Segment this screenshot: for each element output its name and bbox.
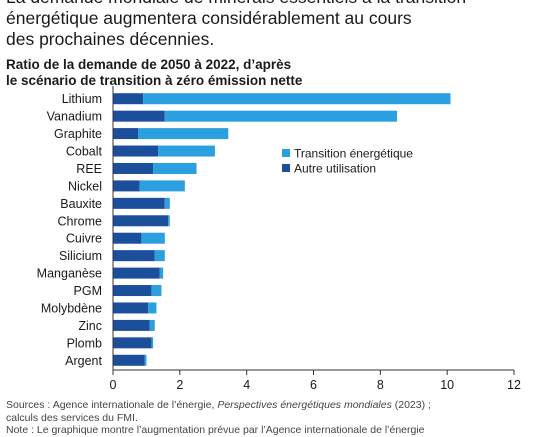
bar-transition [164,197,170,209]
intro-line: énergétique augmentera considérablement … [6,8,412,28]
sources-line-2: calculs des services du FMI. [6,411,138,424]
bar-autre [113,128,139,140]
bar-autre [113,285,152,297]
bar-autre [113,93,144,105]
x-tick-label: 6 [310,378,317,392]
bar-autre [113,302,149,314]
category-label: Plomb [67,336,102,350]
legend-swatch [282,164,290,172]
note-line: Note : Le graphique montre l’augmentatio… [6,424,425,436]
bar-transition [159,267,164,279]
bar-autre [113,354,145,366]
category-label: Silicium [59,249,102,263]
bar-autre [113,197,165,209]
legend-label: Transition énergétique [294,147,413,161]
legend-label: Autre utilisation [294,162,376,176]
category-label: Argent [65,354,102,368]
category-label: Molybdène [41,301,102,315]
bar-transition [149,319,155,331]
bar-transition [151,285,162,297]
chart-title-line: Ratio de la demande de 2050 à 2022, d’ap… [6,57,292,72]
x-tick-label: 8 [377,378,384,392]
intro-text: La demande mondiale de minerais essentie… [6,0,546,50]
category-label: Bauxite [60,197,102,211]
x-tick-label: 12 [507,378,521,392]
x-tick-label: 0 [110,378,117,392]
bar-transition [158,145,215,157]
x-tick-label: 10 [440,378,454,392]
category-label: REE [76,162,102,176]
category-label: Vanadium [47,110,102,124]
chart-title: Ratio de la demande de 2050 à 2022, d’ap… [6,57,302,89]
bar-transition [151,337,154,349]
bar-transition [153,162,197,174]
sources-prefix: Sources : Agence internationale de l’éne… [6,399,218,411]
category-label: Cobalt [66,145,103,159]
bar-autre [113,162,154,174]
bar-autre [113,180,140,192]
category-label: Graphite [54,127,102,141]
bar-autre [113,319,150,331]
sources-suffix: (2023) ; [391,399,431,411]
category-label: Manganèse [37,267,102,281]
legend-swatch [282,149,290,157]
intro-line: des prochaines décennies. [6,29,215,49]
category-label: Chrome [58,214,103,228]
category-label: Cuivre [66,232,102,246]
bar-transition [144,354,147,366]
bar-autre [113,267,160,279]
sources-line: Sources : Agence internationale de l’éne… [6,399,546,412]
bar-autre [113,337,152,349]
chart-title-line: le scénario de transition à zéro émissio… [6,73,303,88]
sources-title: Perspectives énergétiques mondiales [217,399,392,411]
bar-transition [168,215,170,227]
intro-line: La demande mondiale de minerais essentie… [6,0,546,8]
bar-transition [148,302,157,314]
bar-autre [113,232,142,244]
bar-autre [113,215,169,227]
bar-autre [113,250,155,262]
x-tick-label: 4 [243,378,250,392]
bar-transition [154,250,165,262]
category-label: Zinc [78,319,102,333]
bar-transition [138,128,229,140]
bar-autre [113,110,165,122]
x-tick-label: 2 [176,378,183,392]
category-label: PGM [74,284,102,298]
bar-autre [113,145,159,157]
bar-transition [139,180,185,192]
bar-transition [141,232,165,244]
bar-transition [143,93,451,105]
bar-transition [164,110,398,122]
category-label: Lithium [62,92,102,106]
category-label: Nickel [68,179,102,193]
